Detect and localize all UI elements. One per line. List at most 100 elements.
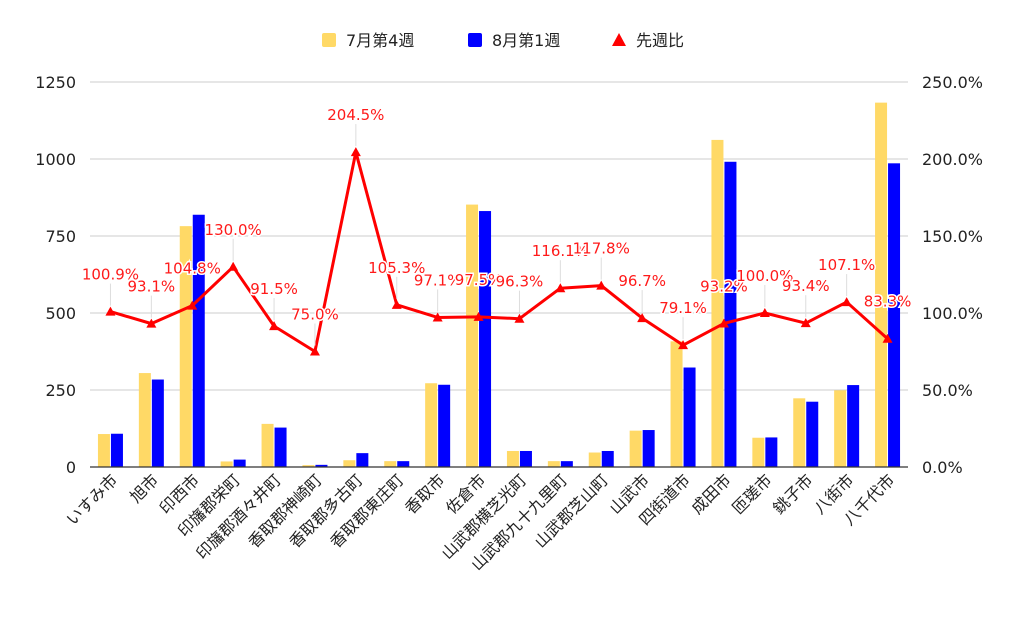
bar-week-b — [438, 384, 451, 467]
bar-week-a — [711, 139, 724, 468]
bar-week-b — [233, 459, 246, 467]
ratio-marker — [269, 321, 280, 331]
ratio-label: 204.5% — [327, 106, 384, 124]
legend-item: 7月第4週 — [322, 31, 414, 50]
category-label: 旭市 — [126, 470, 162, 506]
ratio-marker — [514, 313, 525, 323]
y-axis-right: 0.0% 50.0% 100.0% 150.0% 200.0% 250.0% — [922, 73, 983, 477]
ratio-marker — [882, 333, 893, 343]
ratio-line-path — [110, 150, 889, 353]
x-axis-categories: いすみ市 旭市印西市印旛郡栄町印旛郡酒々井町香取郡神崎町香取郡多古町香取郡東庄町香… — [63, 470, 899, 574]
category-label: 銚子市 — [769, 470, 816, 517]
legend-item: 先週比 — [612, 31, 684, 50]
category-label: 成田市 — [687, 470, 734, 517]
bar-week-a — [588, 452, 601, 467]
bar-week-b — [806, 401, 819, 467]
y-left-tick-label: 500 — [45, 304, 76, 323]
bar-week-a — [97, 434, 110, 467]
bar-week-a — [138, 373, 151, 467]
bar-week-a — [875, 102, 888, 468]
bar-week-b — [519, 450, 532, 467]
y-left-tick-label: 250 — [45, 381, 76, 400]
legend-swatch — [322, 33, 336, 47]
y-right-tick-label: 250.0% — [922, 73, 983, 92]
ratio-label: 105.3% — [368, 259, 425, 277]
bar-week-b — [724, 161, 737, 467]
y-left-tick-label: 1250 — [35, 73, 76, 92]
bar-week-a — [466, 204, 479, 468]
category-label: いすみ市 — [63, 470, 122, 529]
legend-item: 8月第1週 — [468, 31, 560, 50]
legend-swatch — [612, 33, 626, 46]
y-left-tick-label: 750 — [45, 227, 76, 246]
bar-week-b — [560, 461, 573, 467]
legend-label: 先週比 — [636, 31, 684, 50]
ratio-marker — [350, 147, 361, 157]
bar-week-a — [547, 461, 560, 467]
ratio-label: 100.0% — [736, 267, 793, 285]
y-right-tick-label: 150.0% — [922, 227, 983, 246]
legend-label: 8月第1週 — [492, 31, 560, 50]
legend-label: 7月第4週 — [346, 31, 414, 50]
bar-week-b — [274, 427, 287, 467]
ratio-marker — [596, 280, 607, 290]
legend-swatch — [468, 33, 482, 47]
y-right-tick-label: 100.0% — [922, 304, 983, 323]
ratio-labels: 100.9%93.1%104.8% 130.0% 91.5% 75.0% 204.5% 1… — [80, 105, 913, 346]
bar-week-b — [315, 464, 328, 467]
ratio-label: 96.7% — [618, 272, 666, 290]
ratio-label: 97.1% — [414, 271, 462, 289]
ratio-marker — [678, 340, 689, 350]
y-left-tick-label: 1000 — [35, 150, 76, 169]
ratio-label: 116.1% — [532, 242, 589, 260]
bar-week-a — [506, 450, 519, 467]
bar-week-b — [765, 437, 778, 467]
bar-week-b — [642, 430, 655, 467]
ratio-label: 75.0% — [291, 306, 339, 324]
ratio-label: 96.3% — [496, 273, 544, 291]
ratio-line — [105, 147, 893, 356]
ratio-label: 93.4% — [782, 277, 830, 295]
legend: 7月第4週 8月第1週 先週比 — [322, 31, 684, 50]
bar-week-b — [847, 385, 860, 467]
ratio-marker — [187, 300, 198, 310]
ratio-label: 93.2% — [700, 277, 748, 295]
bar-week-a — [629, 430, 642, 467]
ratio-label: 117.8% — [573, 240, 630, 258]
bar-week-b — [601, 450, 614, 467]
ratio-label: 104.8% — [164, 260, 221, 278]
ratio-marker — [555, 283, 566, 293]
bar-week-a — [384, 461, 397, 467]
ratio-label: 97.5% — [455, 271, 503, 289]
ratio-marker — [473, 311, 484, 321]
ratio-marker — [105, 306, 116, 316]
ratio-marker — [146, 318, 157, 328]
bars — [97, 102, 901, 468]
bar-week-a — [670, 341, 683, 467]
bar-week-b — [151, 379, 164, 467]
ratio-marker — [309, 346, 320, 356]
bar-week-a — [793, 398, 806, 467]
ratio-marker — [432, 312, 443, 322]
ratio-marker — [637, 313, 648, 323]
ratio-label: 91.5% — [250, 280, 298, 298]
bar-week-b — [397, 461, 410, 467]
bar-week-a — [179, 226, 192, 467]
bar-week-a — [220, 461, 233, 467]
ratio-label: 107.1% — [818, 256, 875, 274]
ratio-label: 93.1% — [128, 278, 176, 296]
ratio-marker — [800, 318, 811, 328]
bar-week-b — [683, 367, 696, 467]
bar-week-a — [261, 423, 274, 467]
bar-week-a — [834, 390, 847, 467]
bar-week-a — [302, 465, 315, 467]
ratio-marker — [759, 308, 770, 317]
ratio-marker — [718, 318, 729, 328]
category-label: 匝瑳市 — [728, 470, 775, 517]
ratio-marker — [841, 297, 852, 307]
bar-week-b — [192, 214, 205, 467]
ratio-marker — [391, 299, 402, 309]
bar-week-a — [752, 437, 765, 467]
y-left-tick-label: 0 — [66, 458, 76, 477]
